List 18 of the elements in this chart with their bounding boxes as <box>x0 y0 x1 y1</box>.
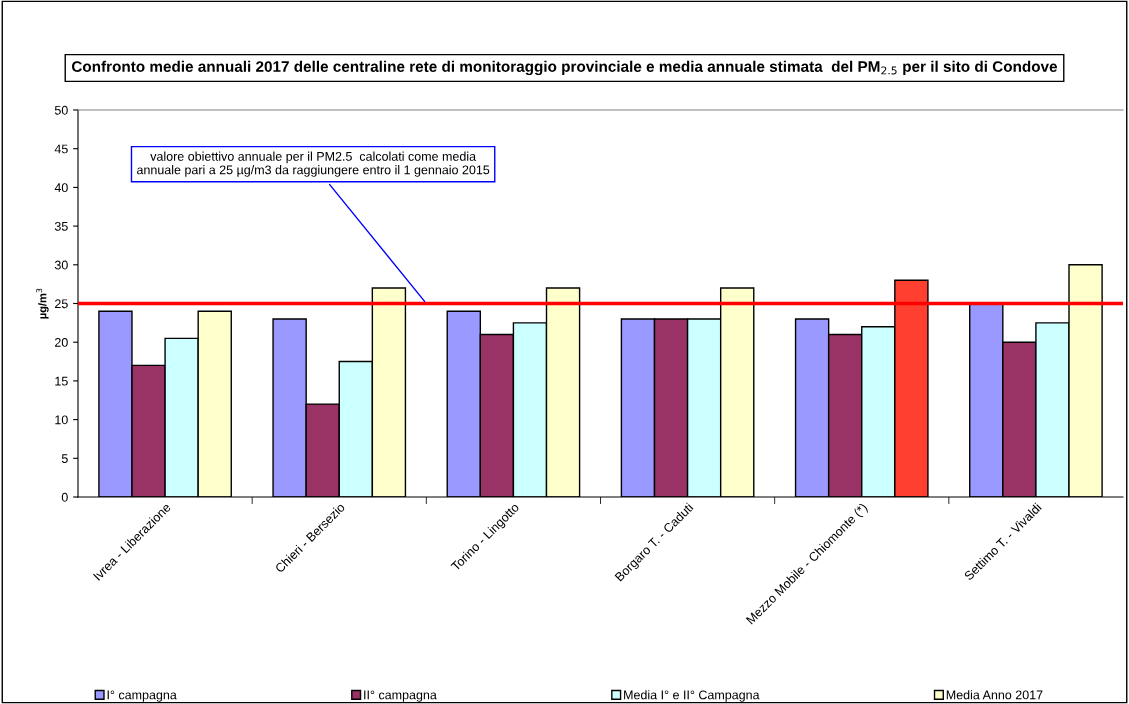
legend-label: I° campagna <box>107 690 177 702</box>
y-tick-label: 5 <box>61 454 68 463</box>
legend-label: II° campagna <box>364 690 437 702</box>
y-tick-label: 35 <box>54 221 68 231</box>
y-tick-label: 25 <box>55 299 68 309</box>
y-tick-label: 50 <box>54 105 68 115</box>
y-tick-label: 0 <box>61 492 68 502</box>
ref-line-label: valore obiettivo annuale per il PM2.5 calcolati come media annuale pari a 25 µg/m3 da raggiungere entro il 1 gennaio 2015 <box>137 151 490 177</box>
chart-title: Confronto medie annuali 2017 delle centraline rete di monitoraggio provinciale e media annuale stimata del PM$_{2.5}$ per il sito di Condove <box>71 60 1058 76</box>
y-tick-label: 20 <box>55 338 68 347</box>
y-tick-label: 10 <box>55 415 68 425</box>
legend-label: Media I° e II° Campagna <box>624 690 760 702</box>
y-tick-label: 40 <box>54 183 68 193</box>
y-axis-title: µg/m$^{3}$ <box>36 288 49 319</box>
y-tick-label: 45 <box>54 144 68 154</box>
y-tick-label: 30 <box>54 260 68 270</box>
y-tick-label: 15 <box>55 376 68 386</box>
legend-label: Media Anno 2017 <box>946 690 1043 700</box>
